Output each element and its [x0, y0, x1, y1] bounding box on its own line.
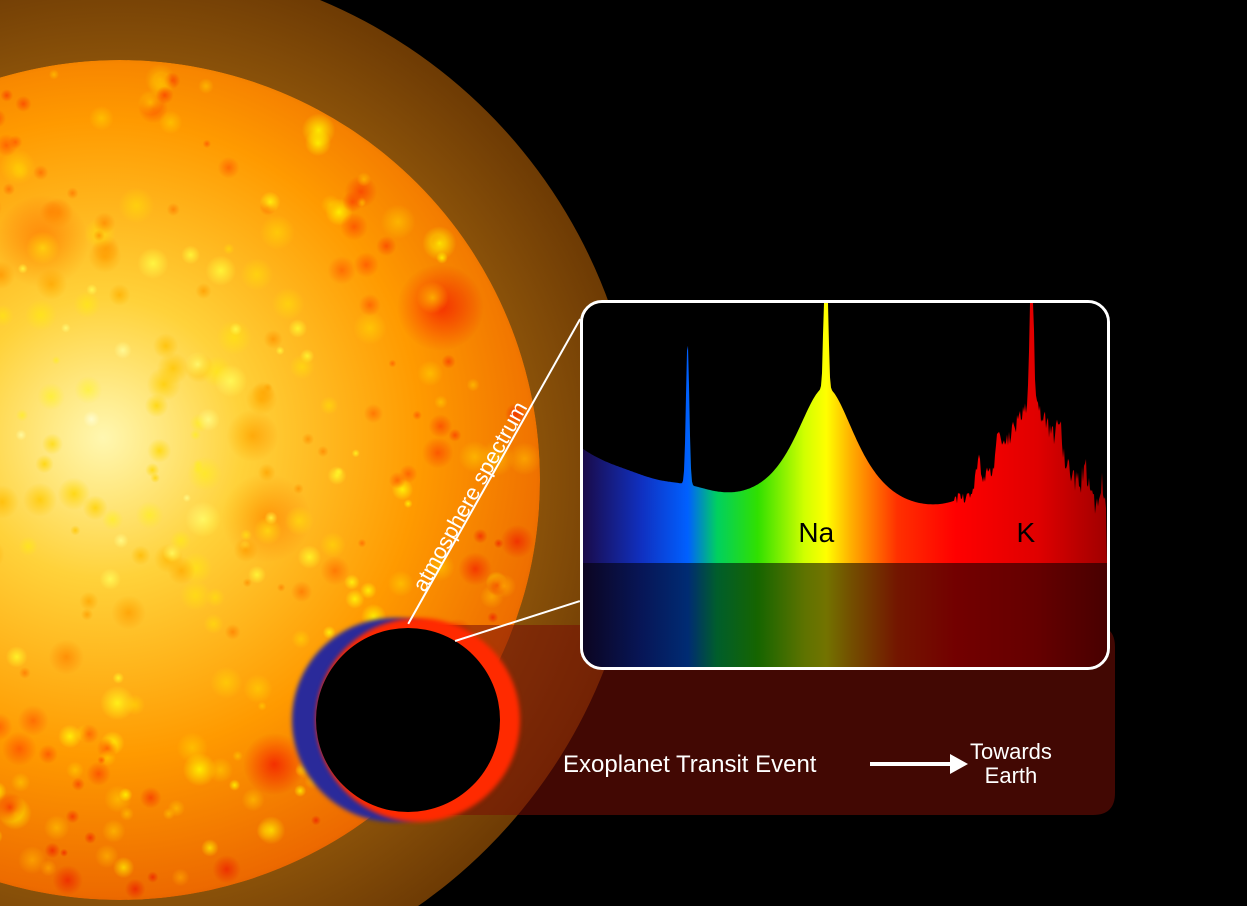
diagram-stage: NaK atmosphere spectrum Exoplanet Transi…	[0, 0, 1247, 906]
exoplanet-disc	[316, 628, 500, 812]
towards-earth-label: Towards Earth	[970, 740, 1052, 788]
direction-arrow-head	[950, 754, 968, 774]
transit-event-caption: Exoplanet Transit Event	[563, 751, 816, 779]
direction-arrow	[870, 762, 950, 766]
towards-earth-line2: Earth	[985, 763, 1038, 788]
towards-earth-line1: Towards	[970, 739, 1052, 764]
spectrum-panel	[580, 300, 1110, 670]
spectrum-chart	[583, 303, 1107, 667]
